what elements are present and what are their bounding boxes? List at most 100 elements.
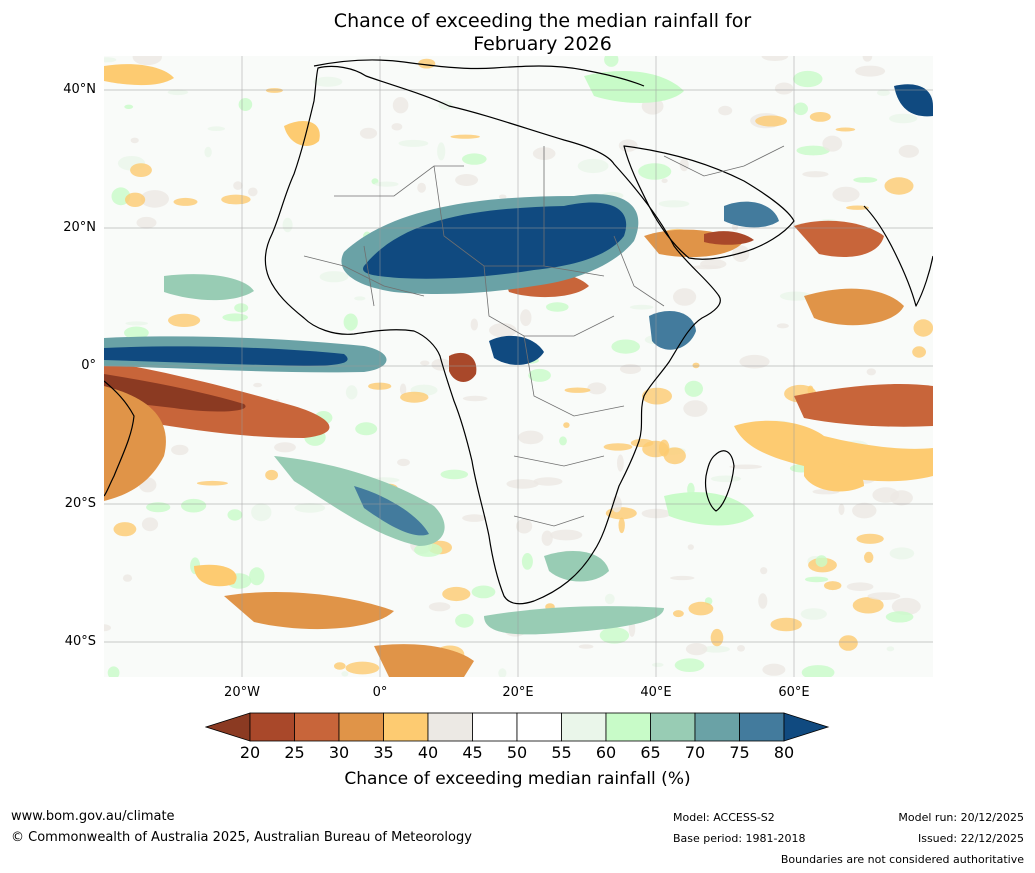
speckle-blob [173,197,198,206]
speckle-blob [238,98,253,111]
footer-model-run: Model run: 20/12/2025 [898,811,1024,824]
speckle-blob [564,387,591,393]
dry-south-atlantic-midlat [194,564,237,587]
speckle-blob [779,291,812,301]
speckle-blob [683,400,708,417]
speckle-blob [885,611,914,623]
speckle-blob [638,163,672,180]
speckle-blob [233,181,243,190]
speckle-blob [248,187,258,197]
colorbar-tick-label: 45 [462,743,483,762]
footer-issued: Issued: 22/12/2025 [917,832,1024,845]
speckle-blob [862,56,873,62]
lon-label-40e: 40°E [640,685,672,700]
border-sahara-3 [543,146,605,277]
dry-indian-ocean-band [794,384,933,427]
lat-label-40n: 40°N [63,82,96,97]
speckle-blob [549,529,583,541]
speckle-blob [877,89,890,96]
lat-label-40s: 40°S [64,634,96,649]
colorbar-cell [694,712,740,742]
speckle-blob [758,593,768,609]
colorbar-tick-label: 20 [239,743,261,762]
speckle-blob [462,395,488,402]
speckle-blob [729,464,762,470]
speckle-blob [498,194,507,200]
speckle-blob [207,126,225,131]
colorbar-cell [294,712,340,742]
colorbar-cell [739,712,785,742]
speckle-blob [886,646,895,652]
colorbar-extend-high [783,712,830,742]
speckle-blob [354,296,366,301]
speckle-blob [889,547,915,560]
speckle-blob [855,65,886,77]
footer-base-period: Base period: 1981-2018 [673,832,806,845]
speckle-blob [274,442,296,453]
speckle-blob [796,145,830,156]
speckle-blob [455,613,474,628]
speckle-blob [533,477,563,486]
speckle-blob [793,102,808,116]
speckle-blob [168,313,201,327]
speckle-blob [518,430,544,445]
speckle-blob [343,313,358,331]
chart-title: Chance of exceeding the median rainfall … [0,10,1035,56]
footer-copyright: © Commonwealth of Australia 2025, Austra… [11,830,472,845]
speckle-blob [282,217,293,233]
speckle-blob [670,575,695,581]
colorbar-cell [605,712,651,742]
speckle-blob [912,346,926,358]
dry-yemen-core [704,231,754,245]
speckle-blob [471,585,496,599]
footer-model: Model: ACCESS-S2 [673,811,775,824]
speckle-blob [898,144,919,158]
speckle-blob [414,543,443,557]
speckle-blob [679,158,689,172]
lon-label-20e: 20°E [502,685,534,700]
dry-india-region [794,220,884,257]
speckle-blob [559,436,567,446]
dry-south-atlantic-patches [224,591,394,630]
speckle-blob [528,368,551,382]
wet-south-indian-patch [664,492,754,526]
speckle-blob [737,645,745,652]
colorbar-tick-label: 25 [284,743,305,762]
speckle-blob [399,383,407,396]
speckle-blob [470,318,478,331]
speckle-blob [265,88,283,93]
wet-equatorial-atlantic-core [104,346,348,366]
speckle-blob [630,438,654,448]
wet-north-africa-core [363,202,627,279]
speckle-blob [107,666,120,677]
speckle-blob [815,555,828,567]
speckle-blob [171,444,189,456]
speckle-blob [417,182,426,193]
speckle-blob [146,502,171,513]
speckle-blob [867,592,901,600]
speckle-blob [577,158,609,174]
speckle-blob [125,192,146,207]
speckle-blob [762,663,786,676]
speckle-blob [755,115,787,127]
colorbar-tick-label: 35 [373,743,394,762]
speckle-blob [122,574,133,582]
colorbar-tick-label: 80 [773,743,795,762]
wet-anomaly-areas [104,71,933,635]
dry-gulf-of-guinea [449,352,477,382]
speckle-blob [136,216,157,229]
wet-persia-patch [894,84,933,117]
speckle-blob [140,190,169,208]
speckle-blob [761,56,789,61]
speckle-blob [832,186,860,203]
colorbar-extend-low [205,712,251,742]
speckle-blob [132,56,162,66]
dry-north-atlantic-patch [104,64,174,86]
dry-southeast-atlantic-edge [104,386,166,501]
speckle-blob [181,498,207,513]
speckle-blob [124,104,134,109]
speckle-blob [674,658,705,672]
lon-label-0: 0° [372,685,388,700]
coastlines [104,59,933,605]
colorbar-tick-label: 40 [417,743,439,762]
